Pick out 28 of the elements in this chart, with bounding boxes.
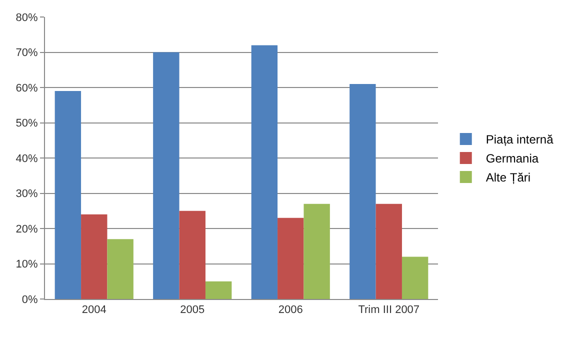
bar — [54, 91, 82, 299]
bar — [251, 45, 278, 299]
bar — [350, 84, 376, 299]
y-tick-label: 60% — [16, 82, 38, 94]
x-tick-label: 2005 — [180, 304, 205, 316]
y-tick-label: 40% — [16, 152, 38, 165]
y-tick-label: 0% — [22, 294, 38, 306]
y-tick-label: 50% — [16, 118, 38, 130]
y-tick-label: 10% — [16, 258, 38, 271]
bar — [81, 214, 108, 299]
bar — [376, 204, 402, 299]
legend-label: Piața internă — [486, 132, 554, 147]
bar — [205, 281, 232, 299]
bar — [179, 210, 206, 299]
bar — [278, 218, 304, 299]
y-tick-label: 20% — [16, 223, 38, 236]
bar — [107, 239, 134, 299]
y-tick-label: 80% — [16, 12, 38, 24]
y-tick-label: 30% — [16, 188, 38, 200]
x-tick-label: 2004 — [82, 304, 106, 316]
x-tick-label: 2006 — [278, 304, 303, 316]
x-tick-label: Trim III 2007 — [358, 304, 420, 316]
y-tick-label: 70% — [16, 47, 38, 60]
bar — [153, 52, 180, 299]
legend-label: Germania — [486, 152, 539, 166]
bar — [304, 204, 330, 299]
legend-label: Alte Țări — [486, 170, 531, 185]
bar — [402, 256, 428, 299]
